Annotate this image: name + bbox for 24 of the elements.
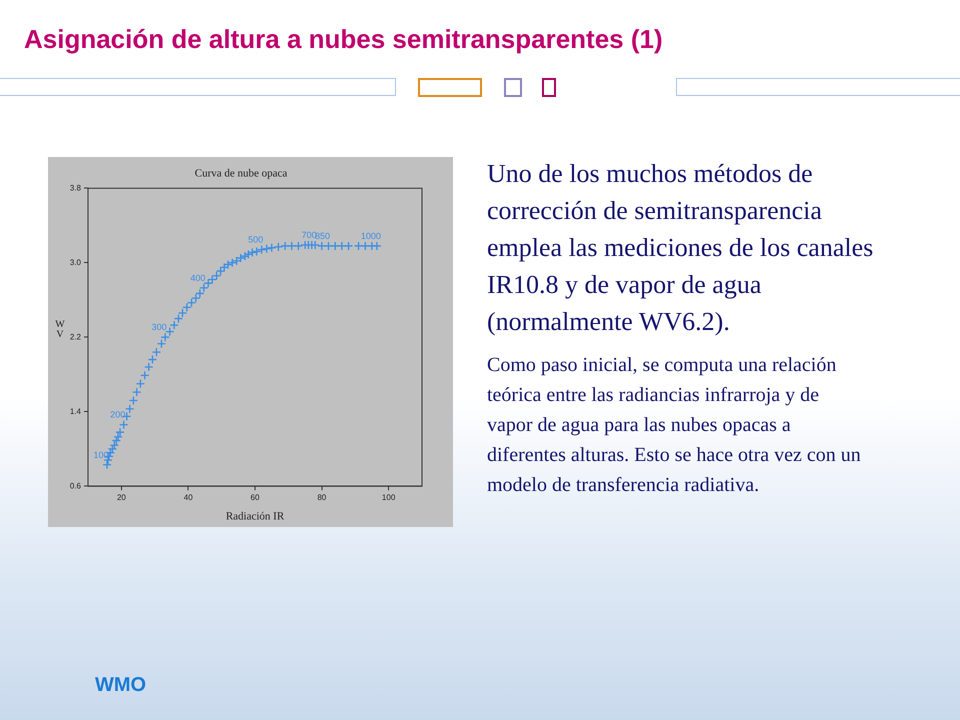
annotation: 700 bbox=[302, 230, 317, 240]
annotation: 300 bbox=[152, 322, 167, 332]
annotation: 200 bbox=[110, 410, 126, 420]
annotation: 1000 bbox=[360, 230, 381, 241]
annotation: 500 bbox=[248, 234, 264, 245]
y-axis-title: WV bbox=[55, 318, 66, 340]
text: WMO bbox=[95, 674, 146, 697]
y-tick-label: 2.2 bbox=[70, 332, 82, 342]
x-tick-label: 100 bbox=[382, 493, 396, 502]
x-tick-label: 80 bbox=[317, 493, 327, 502]
y-tick-label: 1.4 bbox=[70, 406, 82, 416]
annotation: 850 bbox=[314, 230, 330, 241]
text: Como paso inicial, se computa una relación teórica entre las radiancias infrarroja y de vapor de agua para las nubes opacas a diferentes alturas. Esto se hace otra vez con un modelo de transferencia radiativa. bbox=[487, 353, 862, 498]
y-tick-label: 3.0 bbox=[70, 258, 82, 267]
x-tick-label: 20 bbox=[116, 493, 126, 502]
chart-title: Asignación de altura a nubes semitransparentes (1) bbox=[24, 24, 663, 55]
x-tick-label: 60 bbox=[250, 493, 260, 502]
x-axis-title: Radiación IR bbox=[226, 510, 285, 522]
annotation: 400 bbox=[190, 272, 206, 283]
chart-subtitle: Curva de nube opaca bbox=[194, 167, 288, 180]
y-tick-label: 3.8 bbox=[70, 183, 82, 192]
x-tick-label: 40 bbox=[184, 493, 194, 502]
text: Uno de los muchos métodos de corrección de semitransparencia emplea las mediciones de los canales IR10.8 y de vapor de agua (normalmente WV6.2). bbox=[487, 158, 874, 338]
y-tick-label: 0.6 bbox=[70, 481, 82, 490]
